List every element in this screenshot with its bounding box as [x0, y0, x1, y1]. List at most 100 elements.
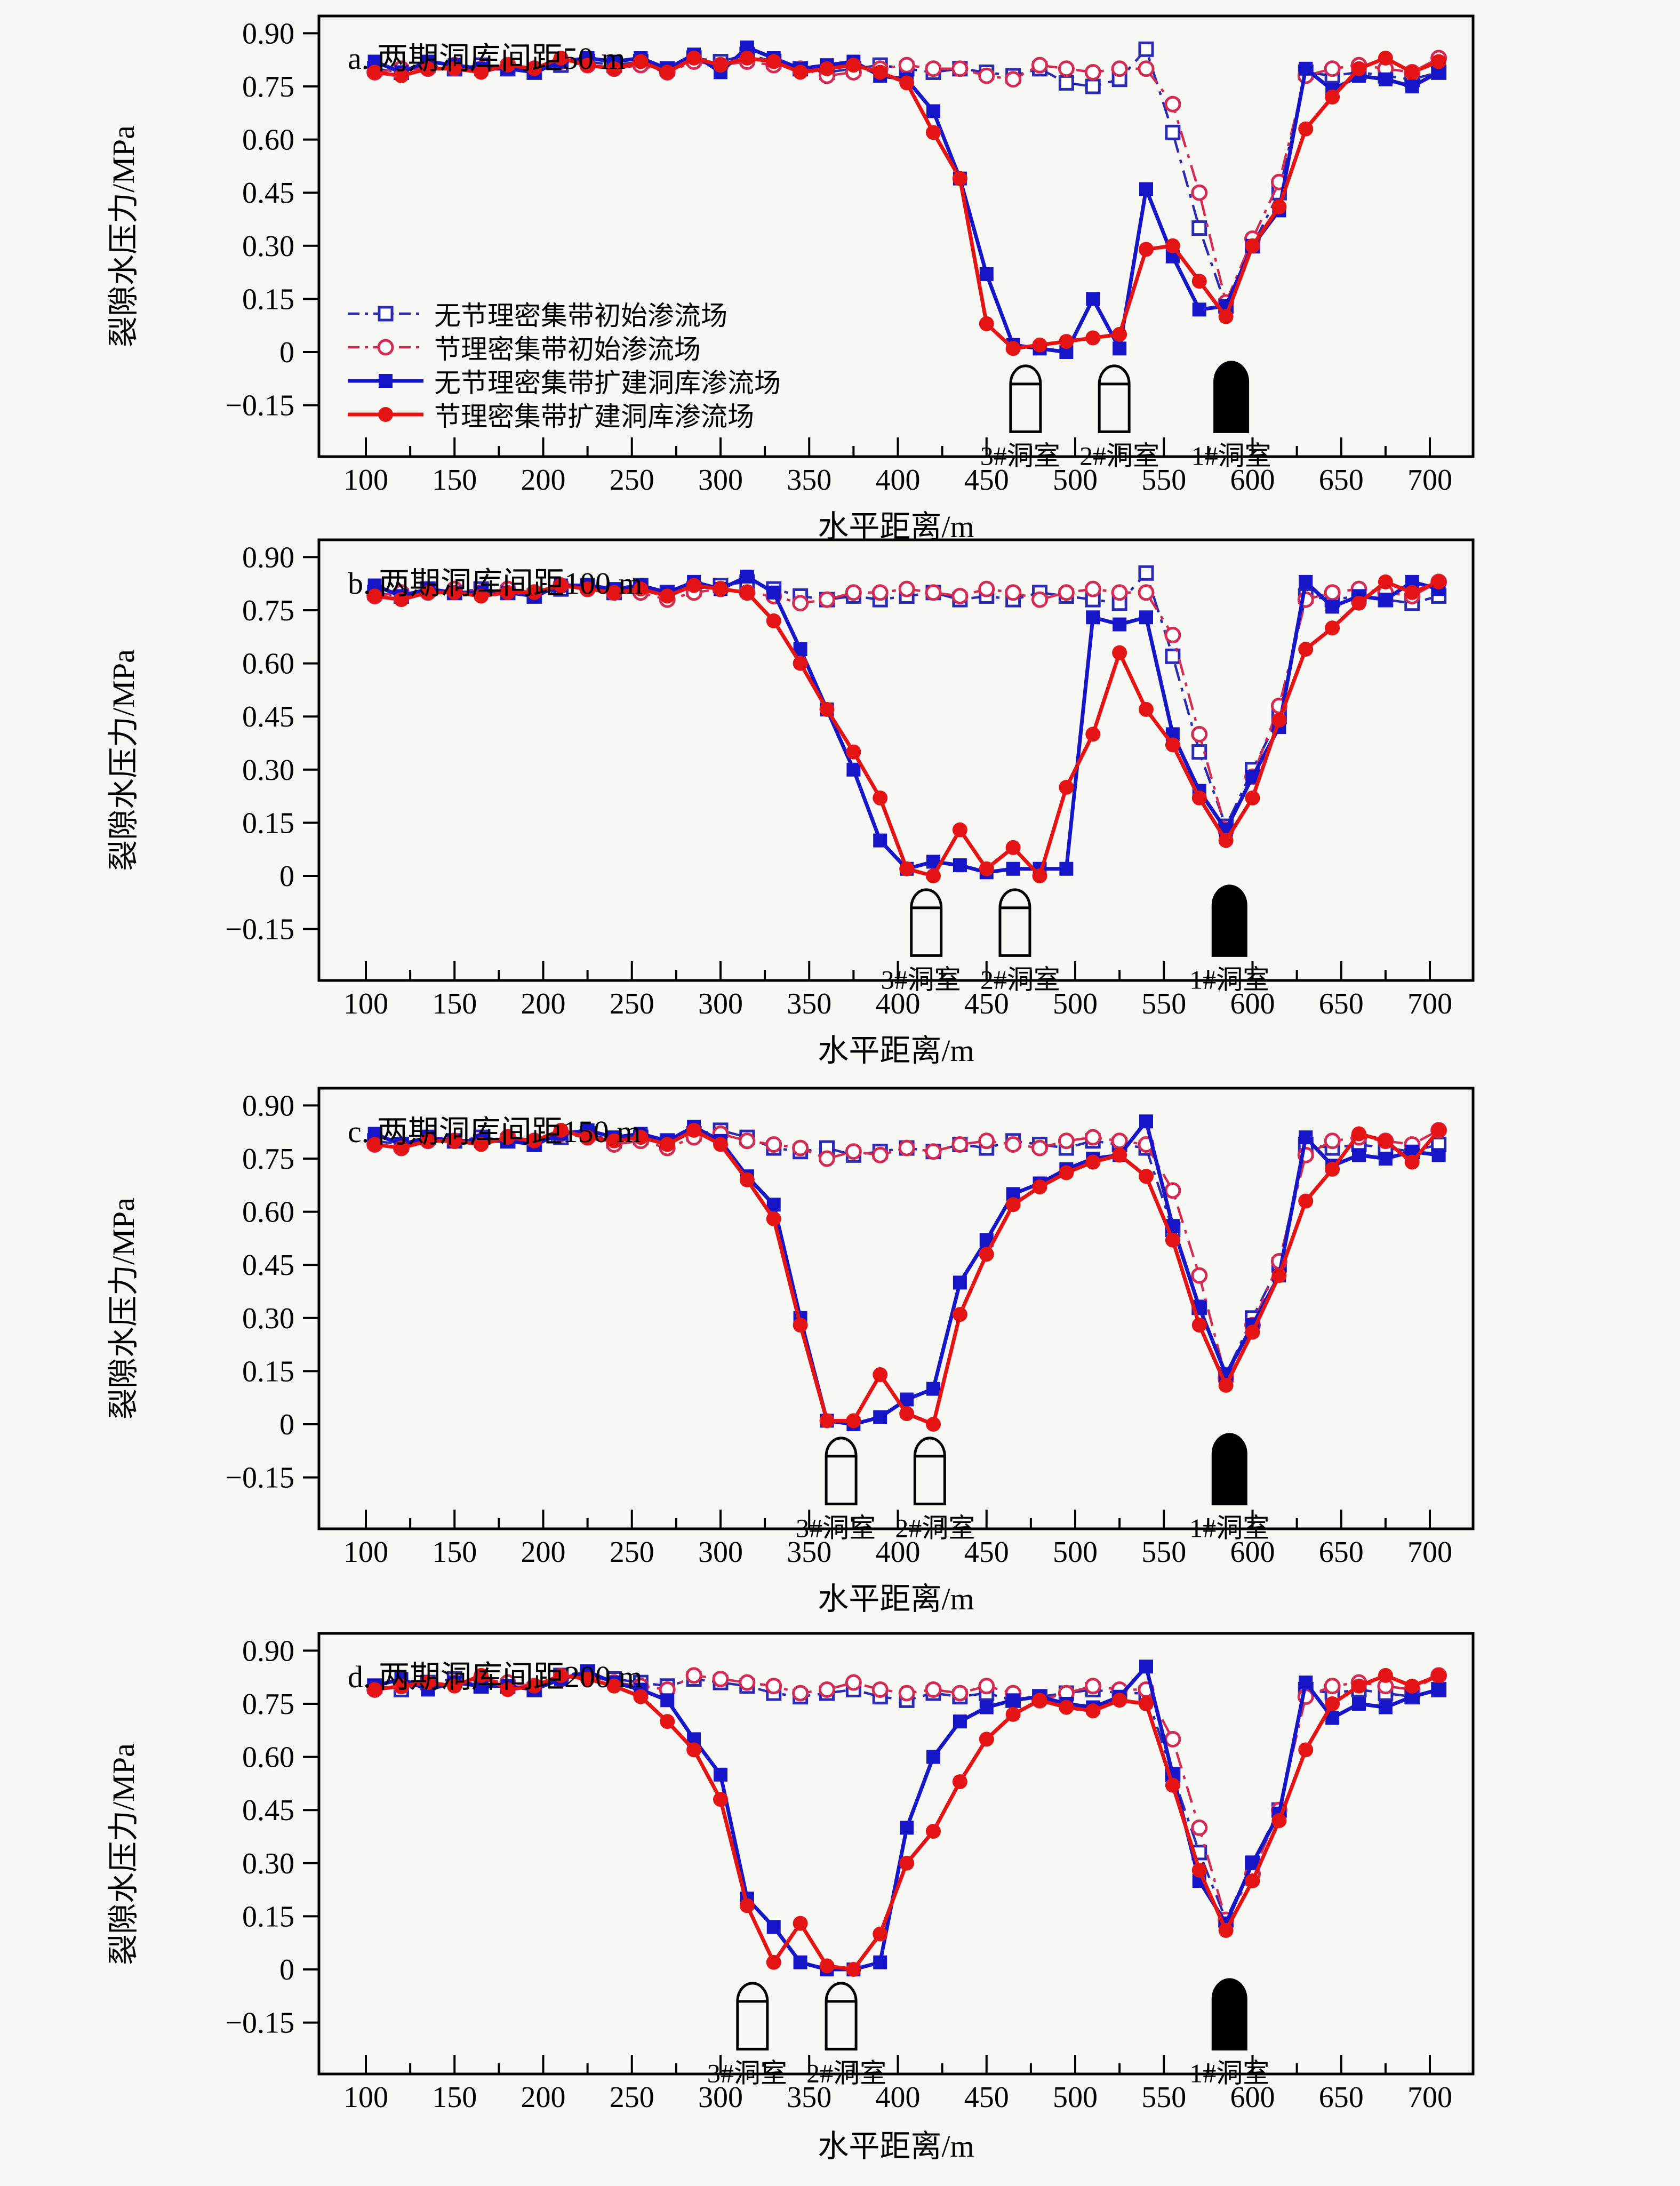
y-axis-title-d: 裂隙水压力/MPa: [106, 1743, 141, 1965]
chart-c-title: c. 两期洞库间距150 m: [348, 1114, 641, 1149]
x-tick-label: 350: [787, 987, 831, 1020]
data-point-circle: [1112, 1693, 1127, 1708]
data-point-circle: [420, 585, 436, 600]
data-point-circle-open: [951, 1685, 969, 1702]
data-point-square-open: [1165, 648, 1181, 664]
data-point-circle: [1431, 574, 1446, 589]
y-tick-label: 0.15: [242, 1355, 294, 1388]
x-tick-label: 650: [1319, 464, 1364, 497]
x-tick-label: 600: [1230, 464, 1275, 497]
y-tick-label: 0.45: [242, 1249, 294, 1282]
data-point-circle: [1431, 54, 1446, 69]
x-tick-label: 650: [1319, 1536, 1364, 1569]
data-point-square: [1431, 1682, 1446, 1697]
x-tick-label: 250: [610, 464, 654, 497]
data-point-square: [926, 104, 940, 118]
y-tick-label: 0.90: [242, 1634, 294, 1668]
data-point-circle-open: [845, 1143, 862, 1160]
x-tick-label: 450: [964, 1536, 1009, 1569]
y-tick-label: −0.15: [225, 913, 294, 946]
data-point-circle-open: [978, 1132, 995, 1150]
data-point-circle: [367, 1682, 382, 1697]
data-point-circle-open: [1164, 626, 1181, 643]
data-point-circle: [1431, 1668, 1446, 1683]
y-tick-label: 0.15: [242, 807, 294, 840]
data-point-circle: [553, 578, 569, 593]
x-tick-label: 500: [1053, 1536, 1098, 1569]
data-point-circle: [819, 1958, 835, 1974]
data-point-circle-open: [898, 1139, 915, 1156]
legend-label: 节理密集带初始渗流场: [434, 334, 701, 364]
data-point-circle: [899, 1855, 915, 1871]
x-tick-label: 300: [698, 987, 743, 1020]
y-tick-label: 0: [279, 1408, 294, 1441]
data-point-circle-open: [1084, 63, 1101, 81]
legend-marker-red-expand-icon: [348, 406, 423, 422]
data-point-circle: [1005, 840, 1021, 855]
x-tick-label: 350: [787, 2081, 831, 2114]
data-point-circle-open: [925, 1143, 942, 1160]
y-tick-label: 0: [279, 336, 294, 369]
plot-border: [317, 1632, 1475, 2076]
data-point-circle-open: [792, 1685, 809, 1702]
data-point-circle: [1005, 1706, 1021, 1722]
data-point-circle-open: [845, 1674, 862, 1691]
legend-row: 无节理密集带初始渗流场: [346, 297, 781, 331]
data-point-circle: [1059, 1165, 1074, 1180]
data-point-circle-open: [1058, 60, 1075, 77]
data-point-circle: [873, 1926, 888, 1942]
data-point-square-open: [1191, 220, 1207, 236]
y-tick-label: −0.15: [225, 389, 294, 422]
cave-glyph-filled: [1213, 361, 1250, 433]
data-point-circle: [739, 50, 755, 66]
data-point-circle-open: [685, 1667, 702, 1684]
data-point-circle-open: [1111, 1132, 1128, 1150]
data-point-circle: [1404, 1154, 1420, 1170]
x-tick-label: 700: [1407, 2081, 1452, 2114]
data-point-circle-open: [1111, 60, 1128, 77]
data-point-circle-open: [1084, 1129, 1101, 1146]
x-tick-label: 250: [610, 987, 654, 1020]
data-point-circle: [500, 1130, 515, 1145]
data-point-square: [900, 1821, 914, 1835]
legend-row: 无节理密集带扩建洞库渗流场: [346, 364, 781, 398]
data-point-circle: [979, 316, 994, 331]
data-point-circle: [553, 1668, 569, 1683]
x-tick-label: 350: [787, 1536, 831, 1569]
data-point-circle: [633, 581, 649, 597]
data-point-circle: [1032, 1179, 1047, 1195]
data-point-circle: [1191, 1318, 1207, 1333]
data-point-square: [1405, 79, 1419, 93]
x-tick-label: 200: [521, 2081, 566, 2114]
data-point-circle: [580, 581, 595, 597]
x-tick-label: 100: [343, 2081, 388, 2114]
data-point-circle: [606, 61, 622, 76]
data-point-square: [1299, 575, 1313, 589]
y-axis-title-b: 裂隙水压力/MPa: [106, 649, 141, 871]
x-tick-label: 400: [876, 2081, 921, 2114]
data-point-circle: [819, 61, 835, 76]
data-point-circle: [447, 585, 462, 600]
data-point-circle: [580, 1130, 595, 1145]
data-point-circle: [580, 58, 595, 73]
data-point-circle: [1245, 790, 1260, 805]
data-point-circle: [474, 1668, 489, 1683]
data-point-square: [1378, 593, 1393, 607]
cave-glyph-filled: [1211, 884, 1247, 957]
x-tick-label: 550: [1141, 464, 1186, 497]
data-point-circle: [606, 585, 622, 600]
data-point-circle: [952, 1307, 967, 1322]
data-point-circle-open: [1324, 60, 1341, 77]
x-tick-label: 500: [1053, 2081, 1098, 2114]
data-point-circle: [1351, 1126, 1366, 1142]
data-point-circle: [633, 1130, 649, 1145]
y-tick-label: 0.90: [242, 17, 294, 50]
data-point-circle: [1059, 1700, 1074, 1715]
y-tick-label: 0.60: [242, 1196, 294, 1229]
data-point-circle-open: [1138, 584, 1155, 601]
data-point-circle-open: [1191, 725, 1208, 743]
x-tick-label: 300: [698, 1536, 743, 1569]
chart-d-title: d. 两期洞库间距200 m: [348, 1660, 643, 1694]
y-tick-label: 0.30: [242, 1302, 294, 1335]
data-point-circle: [1404, 65, 1420, 80]
